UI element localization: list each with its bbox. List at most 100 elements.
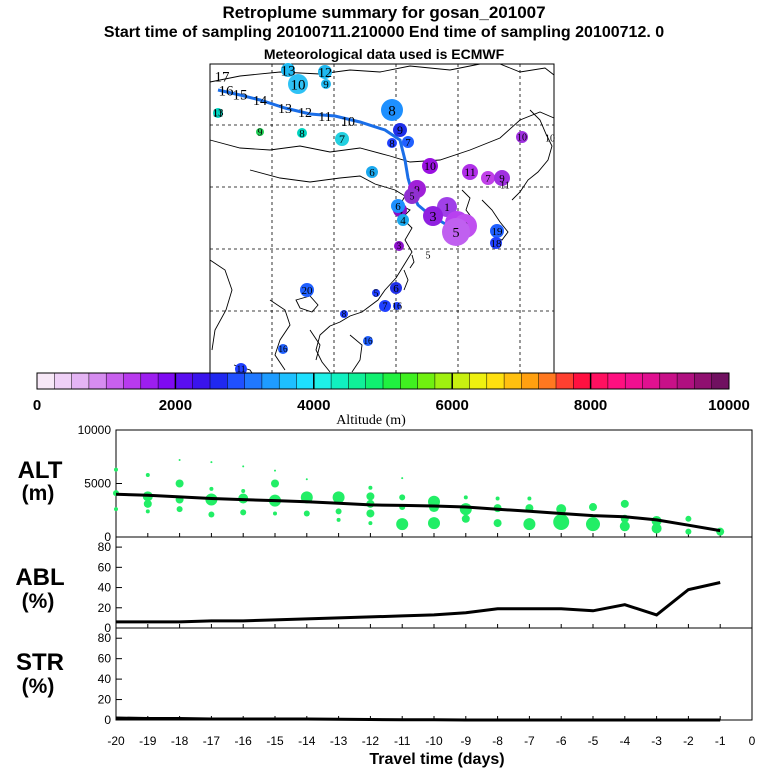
plume-day-label: 11 — [213, 108, 224, 120]
alt-scatter-point — [209, 486, 214, 491]
colorbar-segment — [694, 373, 713, 389]
plume-marker — [404, 188, 420, 204]
alt-scatter-point — [145, 509, 150, 514]
alt-y-tick-label: 0 — [104, 530, 111, 544]
plume-day-label: 13 — [213, 107, 225, 119]
alt-scatter-point — [241, 488, 246, 493]
colorbar-segment — [244, 373, 263, 389]
plume-day-label: 17 — [215, 69, 231, 85]
plume-day-label: 4 — [400, 215, 406, 227]
x-tick-label: -15 — [266, 734, 284, 748]
alt-scatter-point — [114, 507, 118, 512]
alt-scatter-point — [651, 523, 662, 534]
colorbar-segment — [607, 373, 626, 389]
abl-y-tick-label: 20 — [98, 601, 112, 615]
plume-day-label: 18 — [491, 238, 503, 250]
x-tick-label: -12 — [362, 734, 380, 748]
plume-day-label: 3 — [397, 241, 402, 251]
colorbar-segment — [296, 373, 315, 389]
plume-marker — [402, 136, 414, 148]
plume-day-label: 9 — [323, 79, 329, 91]
plume-day-label: 16 — [364, 336, 374, 346]
colorbar-segment — [383, 373, 401, 389]
plume-day-label: 16 — [392, 302, 402, 313]
colorbar-tick-label: 10000 — [708, 397, 750, 414]
plume-day-label: 10 — [517, 133, 527, 144]
alt-scatter-point — [303, 510, 310, 517]
x-tick-label: -19 — [139, 734, 157, 748]
plume-day-label: 11 — [318, 110, 331, 125]
plume-day-label: 19 — [492, 226, 504, 238]
plume-day-label: 6 — [393, 283, 399, 295]
alt-label-top: ALT — [18, 457, 63, 484]
colorbar-segment — [210, 373, 228, 389]
plume-marker — [422, 158, 438, 174]
alt-scatter-point — [143, 499, 152, 508]
colorbar-segment — [659, 373, 678, 389]
colorbar-tick-label: 8000 — [574, 397, 607, 414]
alt-y-tick-label: 5000 — [84, 477, 111, 491]
x-tick-label: -8 — [492, 734, 503, 748]
plume-marker — [321, 79, 331, 89]
plume-day-label: 12 — [318, 66, 332, 81]
plume-marker — [335, 132, 349, 146]
colorbar-tick-label: 0 — [33, 397, 41, 414]
plume-day-label: 7 — [485, 173, 491, 185]
plume-day-label: 6 — [369, 167, 375, 179]
plume-marker — [381, 99, 403, 121]
x-axis-title: Travel time (days) — [369, 751, 504, 768]
abl-series-line — [116, 581, 721, 624]
str-y-tick-label: 80 — [98, 631, 112, 645]
colorbar-label: Altitude (m) — [336, 413, 406, 428]
plume-day-label: 8 — [389, 138, 395, 150]
colorbar-segment — [642, 373, 661, 389]
plume-marker — [318, 65, 332, 79]
colorbar-segment — [556, 373, 574, 389]
plume-day-label: 8 — [388, 103, 396, 119]
plume-marker — [397, 214, 409, 226]
abl-label-bottom: (%) — [22, 590, 55, 613]
plume-day-label: 5 — [426, 251, 431, 262]
abl-y-tick-label: 60 — [98, 560, 112, 574]
alt-scatter-point — [368, 521, 373, 526]
plume-marker — [278, 344, 288, 354]
alt-scatter-point — [685, 515, 692, 522]
colorbar-segment — [677, 373, 695, 389]
plume-marker — [363, 336, 373, 346]
colorbar-segment — [365, 373, 384, 389]
str-label-top: STR — [16, 649, 64, 676]
x-tick-label: -16 — [235, 734, 253, 748]
plume-day-label: 9 — [397, 123, 403, 137]
plume-day-label: 3 — [430, 210, 437, 225]
plume-day-label: 16 — [279, 344, 289, 354]
colorbar-segment — [158, 373, 176, 389]
plume-day-label: 10 — [424, 159, 436, 173]
colorbar-segment — [711, 373, 730, 389]
plume-marker — [391, 199, 405, 213]
alt-scatter-point — [461, 514, 470, 523]
x-tick-label: -7 — [524, 734, 535, 748]
plume-day-label: 10 — [341, 115, 355, 130]
alt-scatter-point — [210, 461, 213, 464]
colorbar-segment — [625, 373, 643, 389]
alt-scatter-point — [335, 508, 342, 515]
plume-day-label: 14 — [253, 94, 267, 109]
colorbar-segment — [400, 373, 419, 389]
str-y-tick-label: 60 — [98, 652, 112, 666]
plume-marker — [462, 164, 478, 180]
alt-scatter-point — [589, 503, 597, 512]
colorbar-segment — [590, 373, 609, 389]
colorbar-segment — [469, 373, 488, 389]
alt-scatter-point — [176, 506, 183, 513]
alt-scatter-point — [399, 494, 406, 501]
x-tick-label: -11 — [394, 734, 411, 748]
plume-marker — [213, 108, 223, 118]
plume-marker — [340, 310, 348, 318]
alt-scatter-point — [396, 518, 409, 531]
abl-label-top: ABL — [15, 564, 64, 591]
alt-scatter-point — [459, 503, 472, 516]
plume-marker — [393, 123, 407, 137]
plume-day-label: 11 — [500, 181, 510, 192]
plume-day-label: 16 — [219, 83, 235, 99]
